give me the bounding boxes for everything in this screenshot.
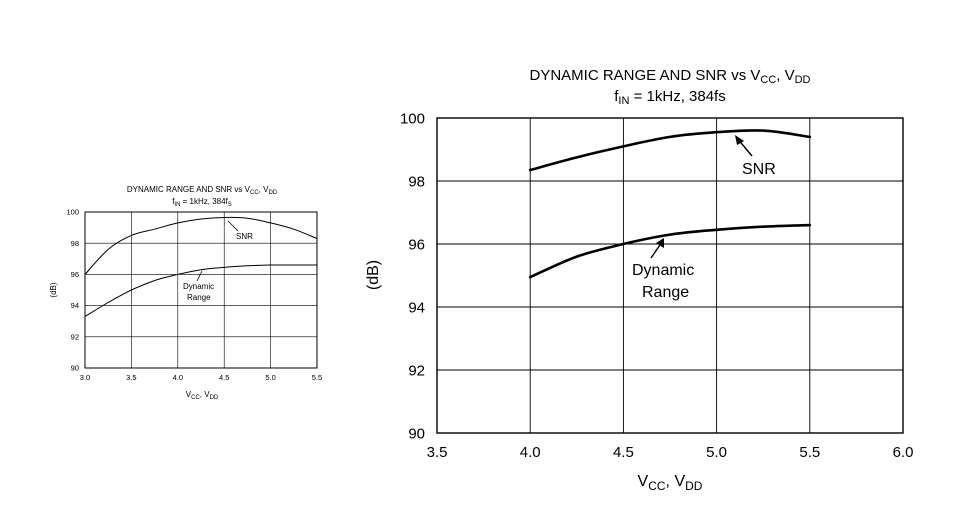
chart-small-annotation-range: Range [187, 293, 211, 302]
chart-large-annotation-dynamic: Dynamic [632, 262, 694, 279]
chart-large-y-tick-label: 98 [408, 173, 425, 190]
chart-small-y-tick-label: 96 [71, 270, 79, 279]
chart-large: DYNAMIC RANGE AND SNR vs VCC, VDD fIN = … [365, 67, 913, 493]
chart-large-x-tick-label: 4.5 [613, 444, 634, 461]
chart-large-series [528, 129, 812, 279]
chart-small-y-tick-label: 92 [71, 332, 79, 341]
chart-small-x-tick-label: 3.0 [80, 373, 90, 382]
chart-small-annotation-snr-arrow [227, 220, 239, 232]
chart-large-plot-frame [436, 117, 904, 434]
chart-small-x-tick-label: 4.0 [173, 373, 183, 382]
chart-small-annotation-range-arrow [196, 270, 203, 282]
chart-large-x-tick-label: 5.5 [799, 444, 820, 461]
chart-large-y-tick-label: 94 [408, 299, 425, 316]
chart-small-annotation-dynamic: Dynamic [183, 282, 214, 291]
chart-small-y-tick-label: 90 [71, 364, 79, 373]
chart-small-y-axis-label: (dB) [49, 282, 58, 297]
chart-small-x-tick-label: 3.5 [126, 373, 136, 382]
chart-small-series-snr [84, 216, 318, 275]
chart-small-x-tick-label: 5.5 [312, 373, 322, 382]
chart-large-x-tick-label: 3.5 [427, 444, 448, 461]
chart-large-x-tick-label: 5.0 [706, 444, 727, 461]
chart-large-x-axis-label: VCC, VDD [638, 473, 703, 493]
chart-small: DYNAMIC RANGE AND SNR vs VCC, VDD fIN = … [49, 185, 322, 401]
chart-large-annotation-snr: SNR [742, 161, 776, 178]
chart-large-x-tick-label: 4.0 [520, 444, 541, 461]
chart-large-subtitle: fIN = 1kHz, 384fs [614, 88, 725, 107]
chart-small-subtitle: fIN = 1kHz, 384fS [172, 197, 232, 208]
chart-large-series-snr [528, 129, 812, 172]
chart-small-ticks: 3.0 3.5 4.0 4.5 5.0 5.5 90 92 94 96 98 100 [66, 208, 322, 382]
chart-small-series-dynamic-range [84, 264, 318, 317]
chart-small-y-tick-label: 94 [71, 301, 79, 310]
chart-small-x-axis-label: VCC, VDD [186, 390, 219, 401]
chart-small-y-tick-label: 98 [71, 239, 79, 248]
chart-small-annotation-snr: SNR [236, 232, 253, 241]
chart-small-x-tick-label: 5.0 [265, 373, 275, 382]
chart-small-plot-frame [84, 211, 318, 369]
chart-large-y-axis-label: (dB) [365, 260, 382, 290]
chart-large-annotation-snr-arrowhead [735, 135, 744, 145]
chart-small-x-tick-label: 4.5 [219, 373, 229, 382]
chart-large-y-tick-label: 92 [408, 362, 425, 379]
chart-small-series [84, 216, 318, 317]
chart-large-y-tick-label: 90 [408, 425, 425, 442]
chart-large-y-tick-label: 100 [400, 110, 425, 127]
chart-small-y-tick-label: 100 [66, 208, 79, 217]
chart-large-y-tick-label: 96 [408, 236, 425, 253]
chart-small-title: DYNAMIC RANGE AND SNR vs VCC, VDD [127, 185, 278, 196]
chart-large-grid [436, 117, 904, 434]
chart-large-series-dynamic-range [528, 223, 812, 279]
chart-large-title: DYNAMIC RANGE AND SNR vs VCC, VDD [530, 67, 811, 86]
chart-large-x-tick-label: 6.0 [893, 444, 914, 461]
chart-large-annotation-range-arrowhead [656, 238, 664, 248]
chart-large-ticks: 3.5 4.0 4.5 5.0 5.5 6.0 90 92 94 96 98 100 [400, 110, 913, 461]
chart-large-annotation-range: Range [642, 284, 689, 301]
